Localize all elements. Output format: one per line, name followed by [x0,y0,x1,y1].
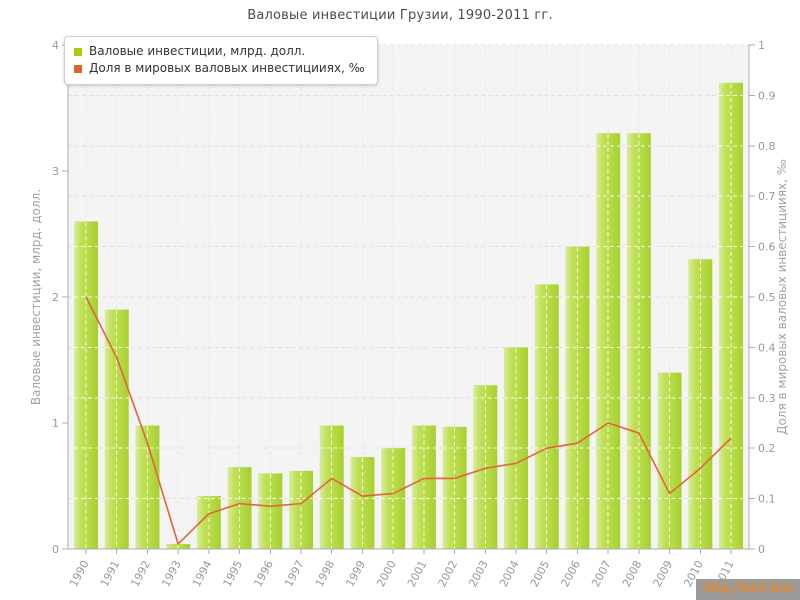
right-tick-label-0.5: 0.5 [758,291,776,304]
right-tick-label-0.3: 0.3 [758,392,776,405]
x-tick-label-2005: 2005 [528,558,553,589]
left-tick-label-3: 3 [52,165,59,178]
line-series-swatch [74,64,82,73]
legend-item-investments-label: Валовые инвестиции, млрд. долл. [89,44,306,58]
x-tick-label-1998: 1998 [313,558,338,589]
right-axis-title: Доля в мировых валовых инвестицииях, ‰ [775,159,789,435]
x-tick-label-2000: 2000 [374,558,399,589]
bar-1995 [227,467,252,549]
bar-series-swatch [74,47,82,56]
x-tick-label-2007: 2007 [589,558,614,589]
share-line [85,296,732,545]
right-tick-label-0.4: 0.4 [758,341,776,354]
x-tick-label-1994: 1994 [190,558,215,589]
left-axis-title: Валовые инвестиции, млрд. долл. [29,189,43,405]
left-tick-label-1: 1 [52,417,59,430]
chart-title: Валовые инвестиции Грузии, 1990-2011 гг. [247,8,553,23]
right-tick-label-0.6: 0.6 [758,241,776,254]
left-tick-label-0: 0 [52,543,59,556]
x-tick-label-1995: 1995 [221,558,246,589]
right-tick-label-0.8: 0.8 [758,140,776,153]
x-tick-label-1992: 1992 [128,558,153,589]
right-tick-label-0.9: 0.9 [758,89,776,102]
legend-item-world-share-label: Доля в мировых валовых инвестицииях, ‰ [89,61,365,75]
legend: Валовые инвестиции, млрд. долл. Доля в м… [64,36,378,85]
x-tick-label-1996: 1996 [251,558,276,589]
right-tick-label-0.7: 0.7 [758,190,776,203]
x-tick-label-2002: 2002 [436,558,461,589]
left-tick-label-2: 2 [52,291,59,304]
x-tick-label-2001: 2001 [405,558,430,589]
right-tick-label-0: 0 [758,543,765,556]
x-tick-label-2008: 2008 [620,558,645,589]
right-tick-label-0.2: 0.2 [758,442,776,455]
right-tick-label-1: 1 [758,39,765,52]
x-tick-label-2004: 2004 [497,558,522,589]
x-tick-label-1991: 1991 [98,558,123,589]
right-tick-label-0.1: 0.1 [758,493,776,506]
watermark-link[interactable]: http://be5.biz/ [696,579,800,600]
x-tick-label-2009: 2009 [651,558,676,589]
x-tick-label-1993: 1993 [159,558,184,589]
x-tick-label-1997: 1997 [282,558,307,589]
legend-item-world-share: Доля в мировых валовых инвестицииях, ‰ [74,61,365,76]
bar-1991 [104,309,129,549]
legend-item-investments: Валовые инвестиции, млрд. долл. [74,44,365,59]
x-tick-label-2003: 2003 [466,558,491,589]
x-tick-label-2006: 2006 [558,558,583,589]
x-tick-label-1990: 1990 [67,558,92,589]
left-tick-label-4: 4 [52,39,59,52]
x-tick-label-1999: 1999 [343,558,368,589]
